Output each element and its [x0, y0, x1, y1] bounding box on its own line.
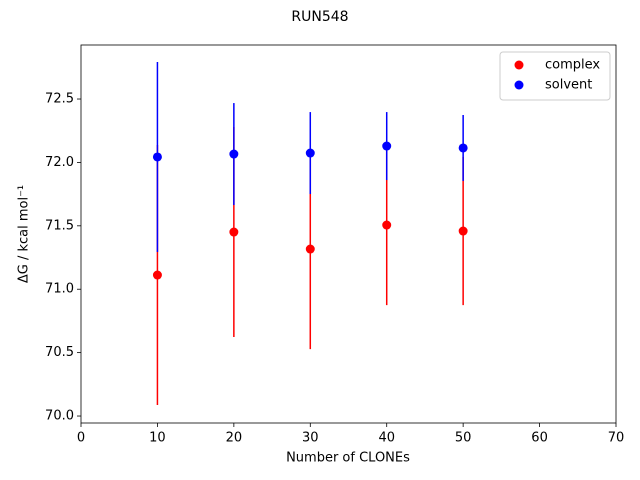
point	[305, 244, 315, 254]
point	[229, 227, 239, 237]
x-tick-label: 50	[455, 431, 472, 446]
axes-frame	[80, 44, 617, 424]
point	[458, 226, 468, 236]
x-tick-label: 60	[531, 431, 548, 446]
point	[305, 148, 315, 158]
x-tick-label: 30	[302, 431, 319, 446]
legend-marker	[514, 80, 524, 90]
x-tick-label: 10	[149, 431, 166, 446]
y-tick-label: 71.0	[45, 282, 74, 297]
legend-label: solvent	[545, 78, 592, 93]
y-tick-label: 71.5	[45, 218, 74, 233]
y-tick-label: 70.0	[45, 409, 74, 424]
legend-label: complex	[545, 58, 600, 73]
point	[152, 270, 162, 280]
y-axis-label: ΔG / kcal mol⁻¹	[17, 185, 32, 283]
point	[458, 143, 468, 153]
point	[382, 220, 392, 230]
y-tick-label: 72.0	[45, 155, 74, 170]
x-tick-label: 70	[608, 431, 625, 446]
point	[229, 149, 239, 159]
point	[152, 152, 162, 162]
y-tick-label: 70.5	[45, 345, 74, 360]
x-tick-label: 20	[226, 431, 243, 446]
x-tick-label: 40	[378, 431, 395, 446]
x-tick-label: 0	[77, 431, 85, 446]
legend-box	[499, 51, 611, 101]
y-tick-label: 72.5	[45, 92, 74, 107]
chart-title: RUN548	[291, 9, 348, 25]
legend-marker	[514, 60, 524, 70]
x-axis-label: Number of CLONEs	[286, 451, 410, 466]
point	[382, 141, 392, 151]
